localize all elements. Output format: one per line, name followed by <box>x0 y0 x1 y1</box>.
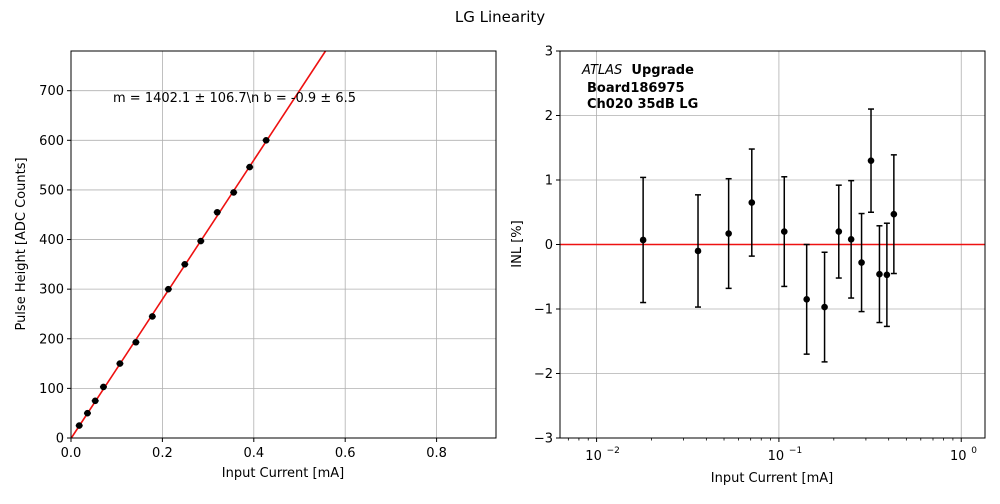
linearity-data-point <box>149 313 156 320</box>
inl-data-point <box>867 157 875 164</box>
inl-y-tick-label: −1 <box>534 303 553 318</box>
inl-plot: 10 −2 10 −1 10 0 −3 −2 −1 0 1 2 3 ATLAS Upgrade Boa… <box>510 45 986 486</box>
inl-data-point <box>780 228 788 235</box>
inl-y-tick-label: 0 <box>545 238 553 253</box>
linearity-data-point <box>213 208 221 216</box>
linearity-x-tick-label: 0.4 <box>243 446 264 461</box>
inl-x-tick-exponent: −1 <box>789 446 802 456</box>
inl-y-tick-label: 1 <box>545 174 553 189</box>
inl-x-tick-label: 10 <box>950 449 967 464</box>
linearity-fit-line <box>70 50 327 439</box>
atlas-label: ATLAS <box>581 63 622 78</box>
linearity-y-ticks: 0 100 200 300 400 500 600 700 <box>39 84 71 447</box>
svg-text:ATLAS Upgrade: ATLAS Upgrade <box>581 63 694 78</box>
inl-data-point <box>883 271 891 279</box>
linearity-points <box>75 137 270 429</box>
linearity-fit-annotation: m = 1402.1 ± 106.7\n b = -0.9 ± 6.5 <box>113 91 356 106</box>
inl-data-point <box>725 230 732 237</box>
linearity-y-tick-label: 700 <box>39 84 64 99</box>
upgrade-label: Upgrade <box>631 63 694 78</box>
linearity-data-point <box>246 163 253 171</box>
linearity-y-tick-label: 600 <box>39 134 64 149</box>
inl-data-point <box>748 199 756 206</box>
linearity-x-axis-label: Input Current [mA] <box>222 466 344 481</box>
linearity-plot-frame <box>70 50 497 439</box>
linearity-x-tick-label: 0.2 <box>152 446 173 461</box>
linearity-data-point <box>230 189 237 196</box>
linearity-data-point <box>262 137 270 144</box>
linearity-y-tick-label: 400 <box>39 233 64 248</box>
board-label: Board186975 <box>587 81 685 96</box>
linearity-data-point <box>116 360 124 367</box>
linearity-y-tick-label: 500 <box>39 183 64 198</box>
linearity-data-point <box>165 285 172 293</box>
linearity-y-tick-label: 0 <box>56 432 64 447</box>
linearity-data-point <box>197 237 205 245</box>
inl-y-tick-label: −3 <box>534 432 553 447</box>
inl-data-point <box>890 210 898 218</box>
linearity-x-ticks: 0.0 0.2 0.4 0.6 0.8 <box>61 438 447 461</box>
inl-data-point <box>835 228 843 235</box>
linearity-y-tick-label: 300 <box>39 283 64 298</box>
inl-x-ticks: 10 −2 10 −1 10 0 <box>567 438 977 464</box>
atlas-annotation: ATLAS Upgrade Board186975 Ch020 35dB LG <box>581 63 698 112</box>
inl-x-tick-label: 10 <box>585 449 602 464</box>
linearity-data-point <box>91 397 99 405</box>
inl-y-tick-label: −2 <box>534 367 553 382</box>
linearity-plot-area <box>71 51 496 438</box>
linearity-x-tick-label: 0.8 <box>426 446 447 461</box>
inl-points <box>639 108 898 363</box>
linearity-plot: 0.0 0.2 0.4 0.6 0.8 0 100 200 300 400 500 600 700 m… <box>14 50 497 481</box>
inl-data-point <box>803 296 810 303</box>
linearity-y-tick-label: 200 <box>39 332 64 347</box>
inl-x-tick-exponent: 0 <box>971 446 977 456</box>
inl-x-tick-exponent: −2 <box>607 446 620 456</box>
linearity-y-axis-label: Pulse Height [ADC Counts] <box>14 157 29 330</box>
figure-title: LG Linearity <box>455 8 545 26</box>
linearity-y-tick-label: 100 <box>39 382 64 397</box>
linearity-data-point <box>132 338 140 346</box>
inl-x-tick-label: 10 <box>768 449 785 464</box>
channel-label: Ch020 35dB LG <box>587 97 698 112</box>
linearity-fit-line-group <box>70 50 327 439</box>
linearity-x-tick-label: 0.0 <box>61 446 82 461</box>
linearity-data-point <box>75 422 83 429</box>
inl-y-axis-label: INL [%] <box>510 220 525 267</box>
inl-data-point <box>821 303 828 311</box>
inl-data-point <box>876 270 883 278</box>
inl-data-point <box>858 259 865 266</box>
inl-y-tick-label: 3 <box>545 45 553 60</box>
linearity-data-point <box>84 409 91 417</box>
inl-y-tick-label: 2 <box>545 109 553 124</box>
linearity-data-point <box>181 261 189 268</box>
linearity-data-point <box>100 383 107 391</box>
linearity-x-tick-label: 0.6 <box>335 446 356 461</box>
inl-data-point <box>639 236 647 244</box>
inl-x-axis-label: Input Current [mA] <box>711 471 833 486</box>
inl-data-point <box>847 236 855 243</box>
inl-y-ticks: −3 −2 −1 0 1 2 3 <box>534 45 560 447</box>
inl-data-point <box>694 247 702 255</box>
